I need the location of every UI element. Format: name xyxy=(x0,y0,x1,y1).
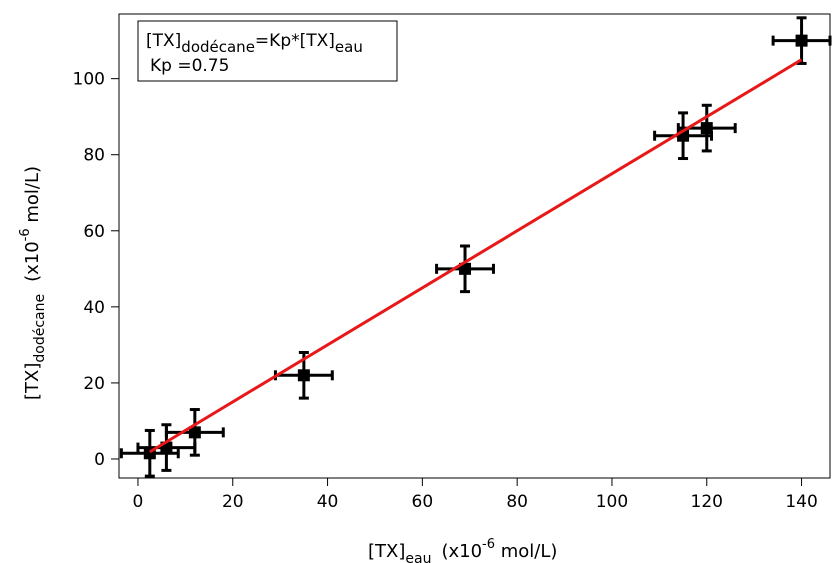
legend-kp: Kp =0.75 xyxy=(150,56,229,76)
x-label-sub: eau xyxy=(405,551,431,563)
legend-a: [TX] xyxy=(146,31,181,51)
fit-line xyxy=(149,58,803,454)
x-tick-label: 120 xyxy=(691,492,723,512)
legend-equation: [TX]dodécane=Kp*[TX]eau xyxy=(146,31,363,56)
x-tick-label: 140 xyxy=(785,492,817,512)
x-tick-label: 0 xyxy=(133,492,144,512)
data-point xyxy=(459,262,472,275)
x-label-unit-exp: -6 xyxy=(482,537,495,552)
x-axis-label: [TX]eau (x10-6 mol/L) xyxy=(368,537,557,563)
x-label-unit-suffix: mol/L) xyxy=(495,541,557,562)
legend-box: [TX]dodécane=Kp*[TX]eau Kp =0.75 xyxy=(137,20,398,82)
y-tick-label: 80 xyxy=(83,146,105,166)
y-tick-label: 100 xyxy=(73,70,105,90)
data-point-group xyxy=(273,350,334,400)
y-label-unit-prefix: (x10 xyxy=(22,241,43,282)
data-point xyxy=(297,369,310,382)
y-label-unit-suffix: mol/L) xyxy=(22,166,43,228)
legend-b-sub: eau xyxy=(335,38,363,56)
y-axis-label: [TX]dodécane (x10-6 mol/L) xyxy=(18,166,48,400)
legend-mid: =Kp*[TX] xyxy=(255,31,335,51)
x-tick-label: 20 xyxy=(222,492,244,512)
x-label-unit-prefix: (x10 xyxy=(441,541,482,562)
data-point-group xyxy=(653,111,713,161)
plot-frame xyxy=(118,13,831,479)
x-tick-label: 40 xyxy=(317,492,339,512)
y-tick-label: 20 xyxy=(83,374,105,394)
x-tick-label: 80 xyxy=(506,492,528,512)
data-point xyxy=(795,34,808,47)
axes: 0 20 40 60 80 100 120 140 0 20 40 60 80 100 xyxy=(73,70,818,512)
x-tick-label: 100 xyxy=(596,492,628,512)
data-point-group xyxy=(435,244,495,294)
data-point xyxy=(700,122,713,135)
x-label-main: [TX] xyxy=(368,541,405,562)
x-tick-label: 60 xyxy=(412,492,434,512)
legend-frame xyxy=(137,20,398,82)
y-label-main: [TX] xyxy=(22,363,43,400)
y-tick-label: 60 xyxy=(83,222,105,242)
data-point xyxy=(188,426,201,439)
y-label-sub: dodécane xyxy=(32,294,48,363)
legend-a-sub: dodécane xyxy=(181,38,255,56)
data-point-group xyxy=(164,408,225,457)
y-label-unit-exp: -6 xyxy=(18,228,33,241)
y-tick-label: 0 xyxy=(94,450,105,470)
data-marks xyxy=(119,16,832,478)
y-tick-label: 40 xyxy=(83,298,105,318)
data-point-group xyxy=(771,16,832,65)
